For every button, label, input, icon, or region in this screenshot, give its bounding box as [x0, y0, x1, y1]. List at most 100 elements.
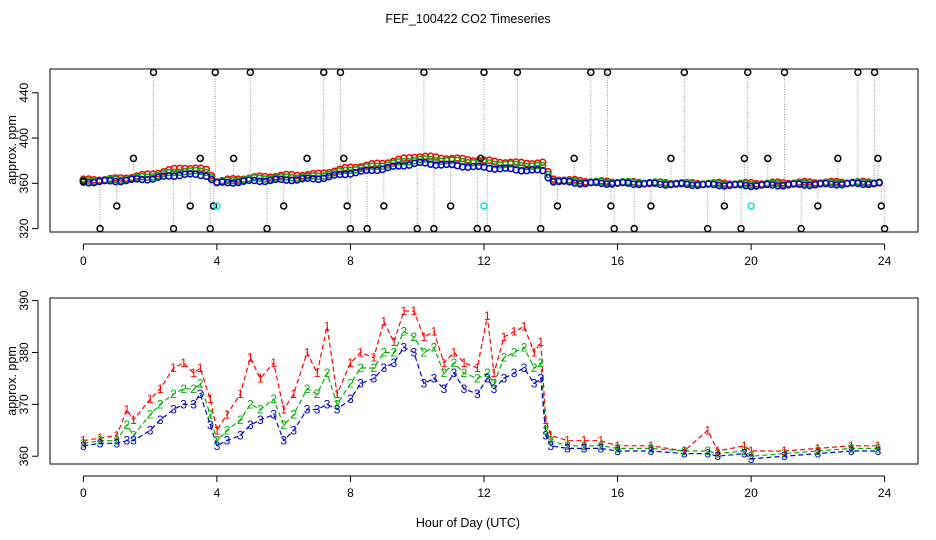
- top-point-raw: [420, 68, 428, 77]
- top-y-label: approx. ppm: [5, 115, 19, 184]
- series-3-marker: 3: [280, 434, 287, 448]
- top-point-raw: [211, 68, 220, 77]
- top-point-raw: [303, 154, 311, 163]
- bottom-x-tick-label: 8: [347, 486, 354, 500]
- top-point-raw: [246, 68, 255, 77]
- series-1-marker: 1: [314, 366, 321, 380]
- series-3-marker: 3: [324, 397, 331, 411]
- top-point-raw: [79, 177, 88, 185]
- series-3-marker: 3: [501, 371, 508, 385]
- series-3-marker: 3: [257, 413, 264, 427]
- series-3-marker: 3: [714, 449, 721, 463]
- top-point-raw: [209, 202, 218, 210]
- series-3-marker: 3: [411, 345, 418, 359]
- series-1-marker: 1: [714, 444, 721, 458]
- bottom-x-tick-label: 16: [611, 486, 625, 500]
- top-point-raw: [570, 154, 578, 163]
- series-1-marker: 1: [370, 351, 377, 365]
- top-x-tick-label: 0: [80, 254, 87, 268]
- bottom-x-tick-label: 20: [744, 486, 758, 500]
- series-2-marker: 2: [451, 356, 458, 370]
- top-y-tick-label: 440: [17, 82, 31, 102]
- series-1-marker: 1: [237, 387, 244, 401]
- series-2-marker: 2: [501, 351, 508, 365]
- series-1-marker: 1: [681, 444, 688, 458]
- series-3-marker: 3: [421, 377, 428, 391]
- series-3-marker: 3: [681, 447, 688, 461]
- series-3-marker: 3: [80, 439, 87, 453]
- top-x-tick-label: 20: [744, 254, 758, 268]
- series-1-marker: 1: [491, 366, 498, 380]
- top-point-raw: [537, 224, 545, 233]
- top-point-raw: [279, 202, 288, 210]
- top-point-raw: [206, 224, 214, 233]
- series-1-marker: 1: [547, 428, 554, 442]
- series-2-marker: 2: [247, 397, 254, 411]
- series-2-marker: 2: [391, 345, 398, 359]
- top-point-raw: [483, 224, 492, 233]
- bottom-y-axis: 360 370 380 390: [17, 290, 39, 466]
- bottom-x-tick-label: 0: [80, 486, 87, 500]
- top-point-raw: [870, 68, 879, 77]
- series-1-marker: 1: [411, 304, 418, 318]
- top-point-series-2: [544, 170, 552, 179]
- top-point-raw: [780, 68, 789, 77]
- series-3-marker: 3: [130, 434, 137, 448]
- series-1-marker: 1: [531, 345, 538, 359]
- top-point-raw: [113, 202, 121, 210]
- series-1-marker: 1: [391, 335, 398, 349]
- series-1-marker: 1: [537, 335, 544, 349]
- series-2-marker: 2: [324, 366, 331, 380]
- series-3-marker: 3: [441, 382, 448, 396]
- series-1-marker: 1: [431, 325, 438, 339]
- top-x-tick-label: 12: [477, 254, 491, 268]
- top-point-raw: [797, 224, 805, 233]
- series-1-marker: 1: [113, 428, 120, 442]
- top-point-raw: [630, 224, 638, 233]
- series-1-marker: 1: [224, 408, 231, 422]
- series-3-marker: 3: [180, 397, 187, 411]
- series-2-marker: 2: [474, 371, 481, 385]
- series-2-marker: 2: [370, 361, 377, 375]
- top-point-raw: [874, 154, 882, 163]
- series-2-marker: 2: [113, 434, 120, 448]
- series-1-marker: 1: [704, 423, 711, 437]
- top-point-raw: [880, 224, 889, 233]
- series-2-marker: 2: [748, 449, 755, 463]
- series-2-marker: 2: [257, 403, 264, 417]
- series-1-marker: 1: [324, 320, 331, 334]
- series-2-marker: 2: [401, 325, 408, 339]
- series-2-marker: 2: [521, 340, 528, 354]
- top-x-tick-label: 24: [878, 254, 892, 268]
- series-3-marker: 3: [564, 441, 571, 455]
- series-2-marker: 2: [547, 434, 554, 448]
- top-point-cal: [747, 202, 755, 210]
- top-point-raw: [336, 68, 345, 77]
- top-point-raw: [340, 154, 348, 163]
- top-point-raw: [169, 224, 178, 233]
- series-2-marker: 2: [304, 382, 311, 396]
- series-2-marker: 2: [598, 439, 605, 453]
- top-point-raw: [446, 202, 455, 210]
- series-2-marker: 2: [714, 447, 721, 461]
- bottom-y-tick-label: 370: [17, 394, 31, 414]
- top-x-tick-label: 4: [214, 254, 221, 268]
- bottom-plot-frame: [49, 297, 919, 465]
- series-2-marker: 2: [681, 444, 688, 458]
- series-3-marker: 3: [304, 403, 311, 417]
- top-y-tick-label: 320: [17, 218, 31, 238]
- series-3-marker: 3: [224, 434, 231, 448]
- series-2-marker: 2: [461, 366, 468, 380]
- series-2-marker: 2: [123, 418, 130, 432]
- series-3-marker: 3: [537, 371, 544, 385]
- top-point-raw: [320, 68, 328, 77]
- top-point-raw: [743, 68, 752, 77]
- bottom-x-axis: 0 4 8 12 16 20 24: [80, 475, 892, 500]
- series-2-marker: 2: [537, 356, 544, 370]
- series-3-marker: 3: [370, 371, 377, 385]
- top-point-raw: [430, 224, 438, 233]
- top-point-raw: [877, 202, 886, 210]
- series-1-line: [83, 310, 878, 452]
- top-point-series-3: [202, 172, 210, 181]
